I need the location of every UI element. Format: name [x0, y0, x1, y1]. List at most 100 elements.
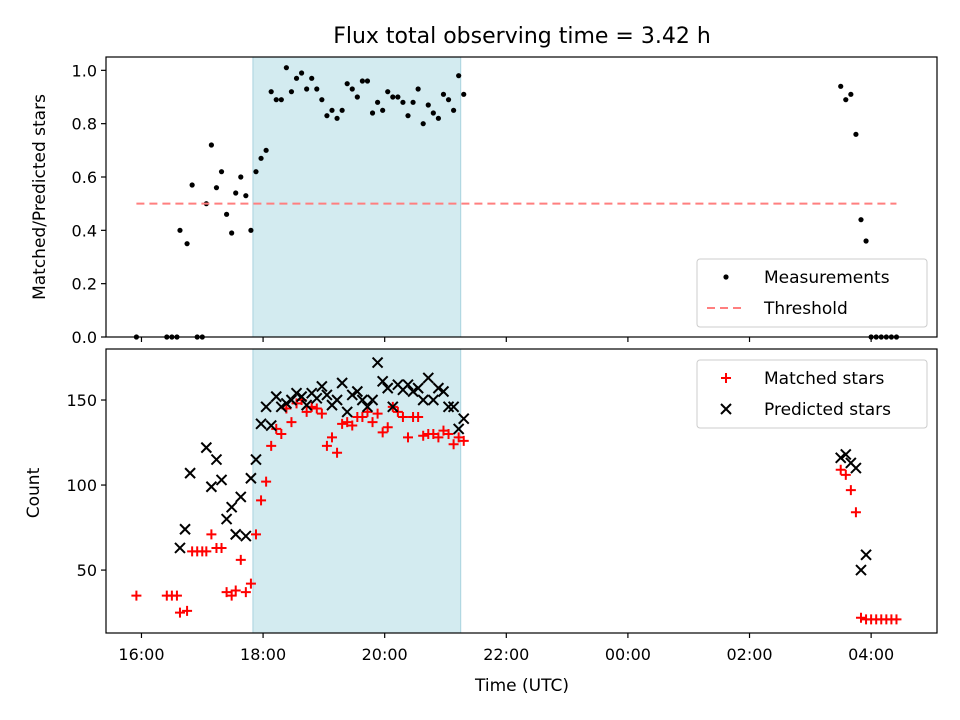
data-point: [329, 107, 335, 113]
data-point: [848, 91, 854, 97]
y-tick-label: 0.8: [72, 115, 97, 134]
x-axis-label: Time (UTC): [474, 676, 569, 696]
data-point: [458, 413, 470, 425]
data-point: [221, 587, 232, 598]
data-point: [226, 590, 237, 601]
data-point: [300, 399, 313, 411]
series-predicted-stars: [174, 356, 872, 576]
y-tick-label: 0.2: [72, 275, 97, 294]
data-point: [362, 406, 373, 417]
data-point: [334, 115, 340, 121]
data-point: [298, 70, 305, 76]
y-tick-label: 100: [66, 476, 97, 495]
data-point: [248, 227, 254, 233]
data-point: [200, 441, 213, 454]
data-point: [840, 469, 851, 480]
data-point: [855, 564, 867, 576]
data-point: [369, 110, 376, 116]
data-point: [208, 142, 214, 148]
data-point: [332, 447, 343, 458]
x-tick-label: 18:00: [240, 645, 286, 664]
data-point: [235, 554, 246, 565]
data-point: [314, 86, 320, 92]
data-point: [359, 78, 365, 84]
data-point: [309, 75, 315, 81]
data-point: [273, 97, 279, 103]
data-point: [215, 474, 228, 486]
legend-label: Matched stars: [764, 369, 884, 389]
data-point: [218, 169, 225, 175]
data-point: [276, 429, 287, 440]
chart-title: Flux total observing time = 3.42 h: [333, 24, 711, 49]
data-point: [283, 65, 289, 71]
data-point: [225, 501, 238, 513]
legend: Measurements Threshold: [696, 258, 928, 328]
data-point: [382, 382, 394, 394]
data-point: [347, 420, 358, 431]
data-point: [326, 432, 337, 443]
x-tick-label: 22:00: [483, 645, 529, 664]
data-point: [415, 86, 421, 92]
data-point: [440, 91, 447, 97]
data-point: [240, 587, 251, 598]
data-point: [271, 423, 282, 434]
data-point: [843, 97, 849, 103]
data-point: [230, 585, 241, 596]
data-point: [380, 107, 386, 113]
data-point: [410, 99, 416, 105]
data-point: [179, 523, 191, 535]
legend-label: Threshold: [763, 299, 848, 319]
data-point: [402, 432, 413, 443]
data-point: [304, 86, 310, 92]
data-point: [268, 89, 274, 95]
data-point: [331, 394, 343, 406]
data-point: [288, 89, 295, 95]
y-tick-label: 150: [66, 391, 97, 410]
x-tick-label: 00:00: [605, 645, 651, 664]
data-point: [835, 452, 847, 464]
data-point: [321, 440, 332, 451]
data-point: [189, 182, 195, 188]
data-point: [412, 382, 424, 394]
data-point: [405, 113, 411, 119]
data-point: [392, 406, 403, 417]
data-point: [319, 97, 325, 103]
data-point: [233, 190, 239, 196]
data-point: [845, 485, 856, 496]
data-point: [418, 430, 429, 441]
data-point: [250, 529, 261, 540]
data-point: [445, 97, 452, 103]
data-point: [258, 155, 264, 161]
data-point: [286, 417, 297, 428]
data-point: [422, 372, 434, 384]
data-point: [891, 614, 902, 625]
legend-swatch: [723, 274, 729, 280]
data-point: [336, 377, 348, 389]
data-point: [425, 102, 431, 108]
data-point: [395, 94, 401, 100]
series-matched-stars: [131, 395, 902, 625]
data-point: [371, 356, 384, 369]
data-point: [261, 476, 272, 487]
data-point: [387, 401, 399, 413]
data-point: [337, 418, 348, 429]
data-point: [402, 379, 414, 391]
data-point: [351, 385, 364, 398]
data-point: [427, 394, 440, 406]
data-point: [316, 380, 328, 393]
data-point: [346, 389, 358, 401]
data-point: [342, 417, 353, 428]
data-point: [324, 113, 330, 119]
x-tick-label: 16:00: [118, 645, 164, 664]
data-point: [835, 464, 846, 475]
data-point: [256, 495, 267, 506]
bottom-y-axis-label: Count: [24, 467, 44, 518]
data-point: [263, 147, 269, 153]
data-point: [295, 390, 308, 403]
data-point: [278, 97, 284, 103]
data-point: [430, 110, 436, 116]
top-y-axis-label: Matched/Predicted stars: [30, 94, 50, 300]
data-point: [385, 89, 391, 95]
data-point: [265, 419, 277, 432]
